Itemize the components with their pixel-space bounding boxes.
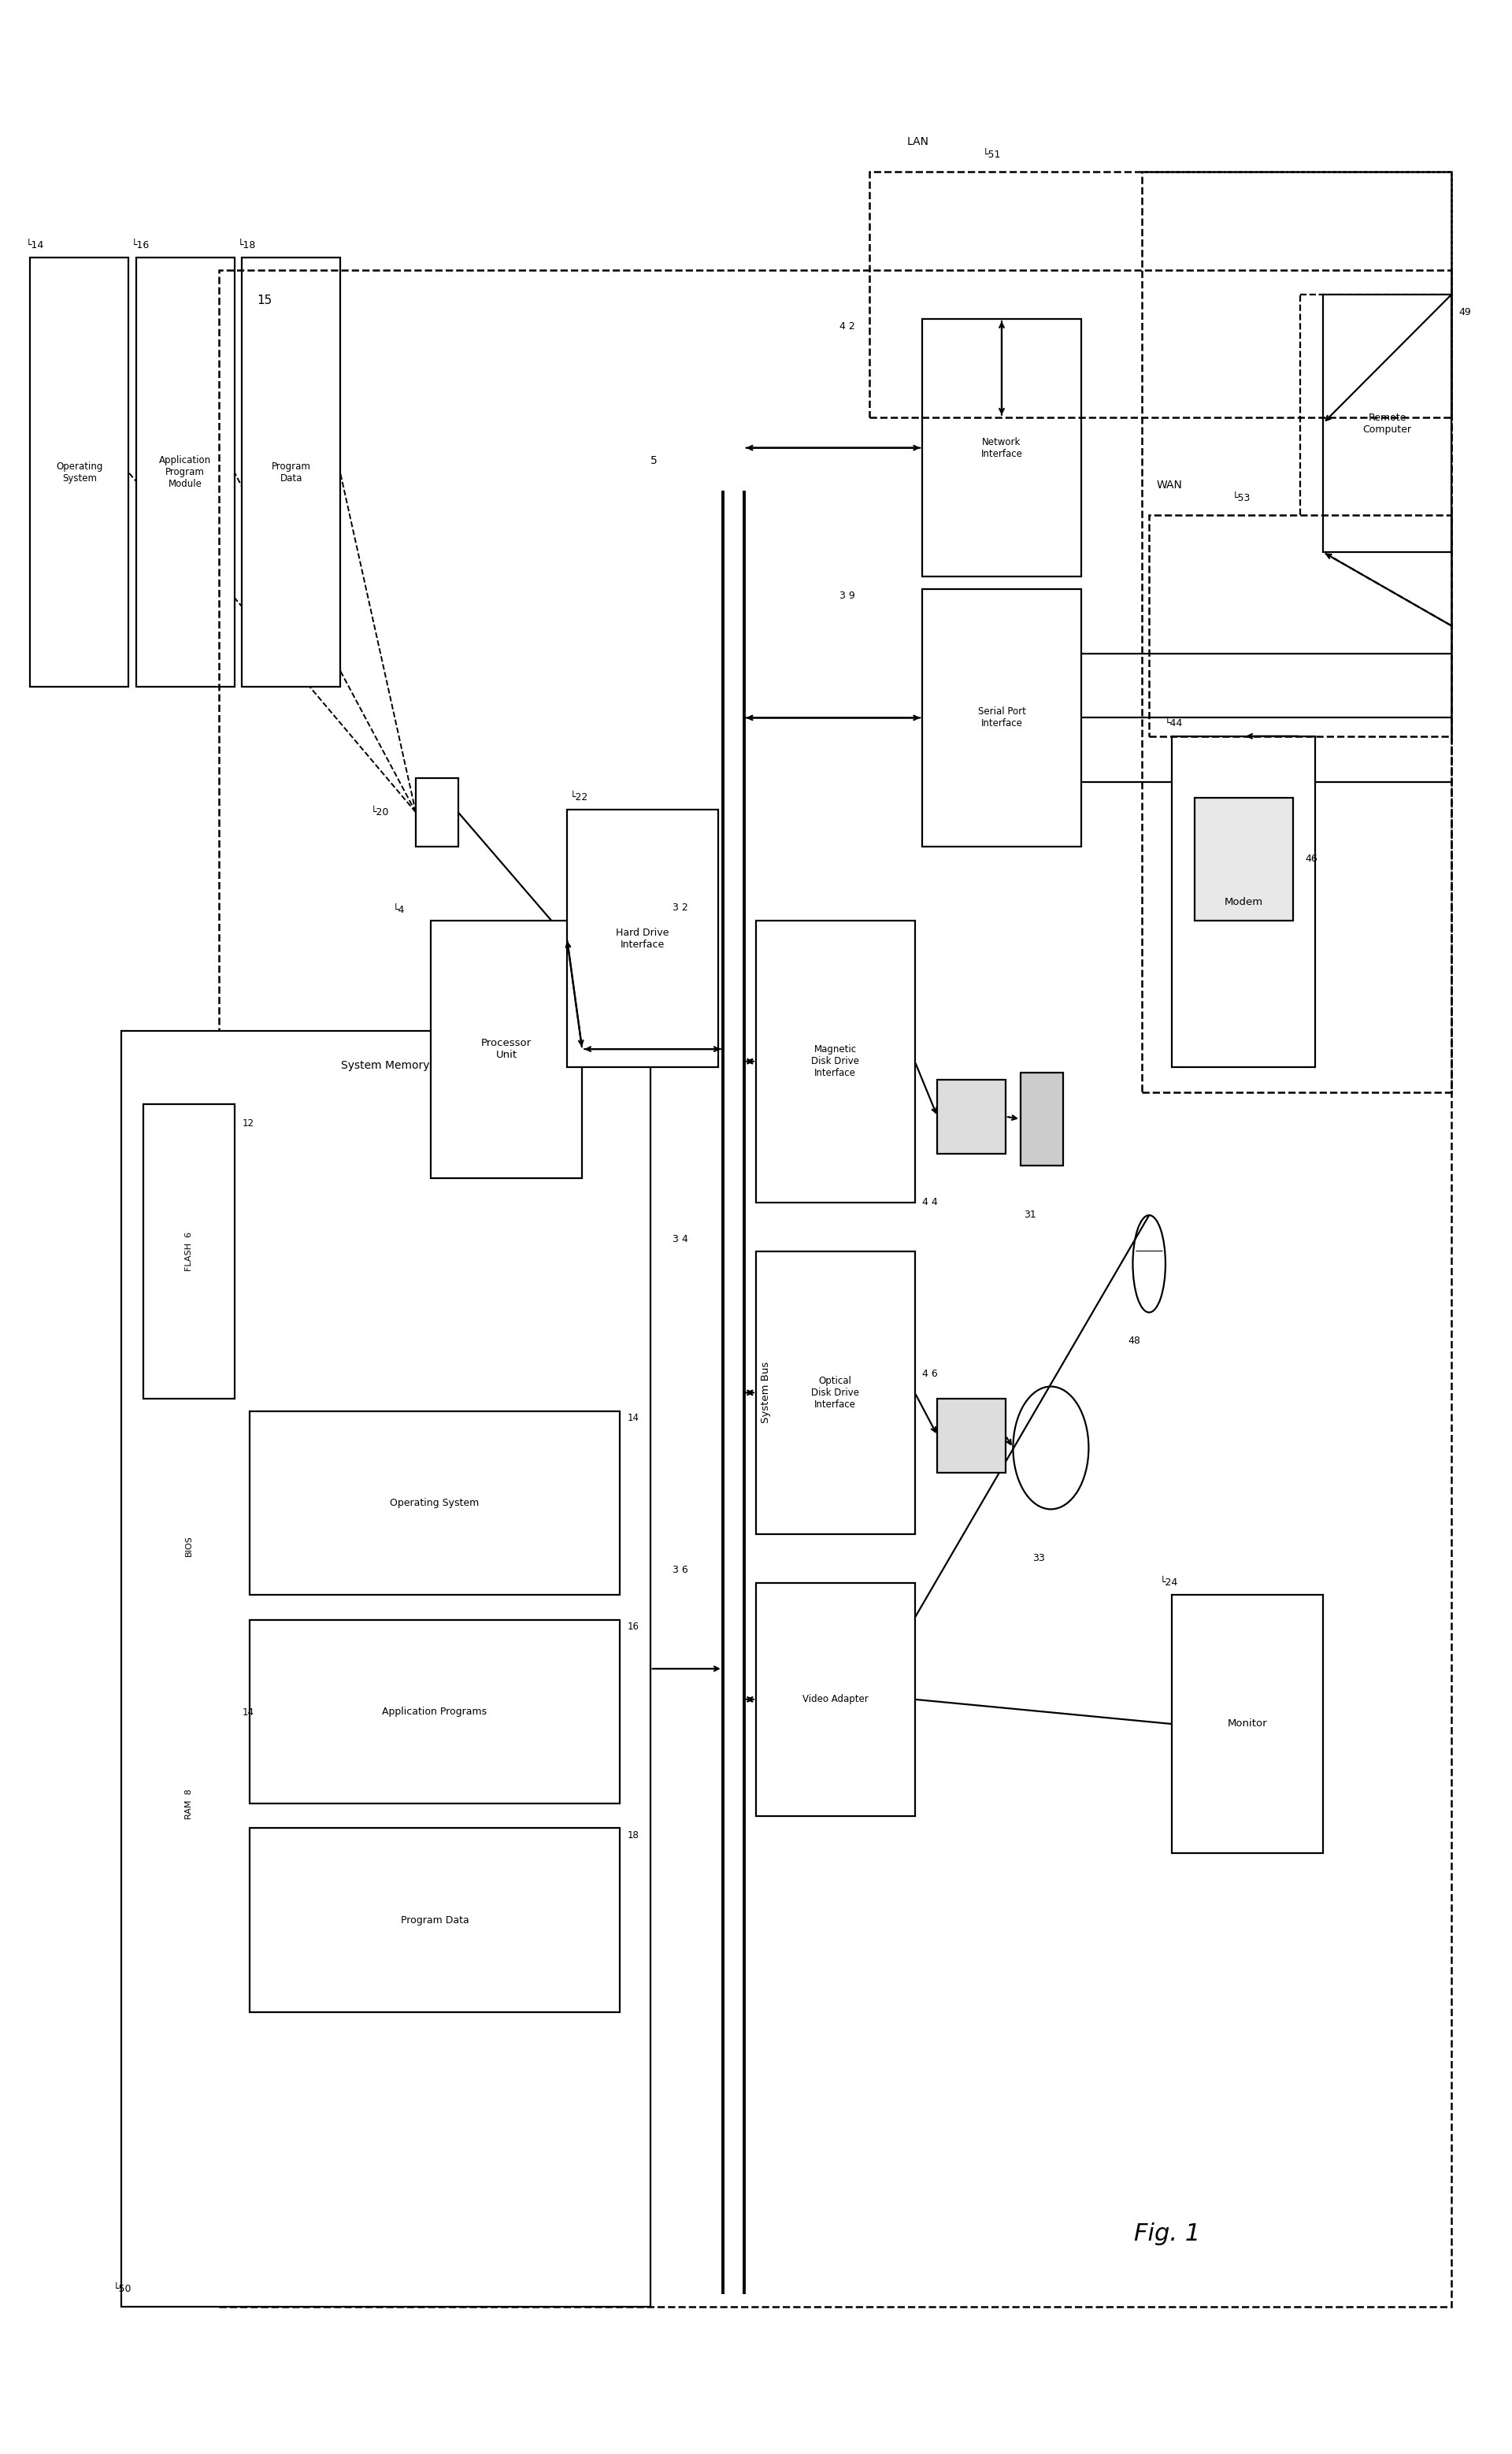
Bar [30,258,129,687]
Text: BIOS: BIOS [184,1536,194,1556]
Bar [219,270,1452,2307]
Bar [1172,736,1315,1067]
Text: Application
Program
Module: Application Program Module [159,456,212,488]
Bar [937,1399,1005,1472]
Text: Network
Interface: Network Interface [981,437,1022,459]
Text: └53: └53 [1232,493,1250,503]
Text: └50: └50 [113,2285,132,2294]
Bar [1323,294,1452,552]
Bar [1194,798,1293,920]
Text: Hard Drive
Interface: Hard Drive Interface [615,928,670,950]
Text: Program Data: Program Data [401,1914,469,1926]
Text: 14: 14 [627,1414,640,1423]
Text: └20: └20 [370,807,389,817]
Text: 3 9: 3 9 [839,591,854,601]
Text: └4: └4 [393,906,405,915]
Text: 4 4: 4 4 [922,1198,937,1207]
Bar [922,319,1081,577]
Text: └14: └14 [26,240,44,250]
Text: RAM  8: RAM 8 [184,1789,194,1818]
Text: Monitor: Monitor [1228,1718,1267,1730]
Text: └22: └22 [570,793,588,802]
Bar [922,589,1081,847]
Bar [756,1252,915,1534]
Text: Fig. 1: Fig. 1 [1134,2223,1201,2245]
Text: 3 2: 3 2 [673,903,688,913]
Text: 18: 18 [627,1831,640,1840]
Text: LAN: LAN [907,137,930,147]
Text: FLASH  6: FLASH 6 [184,1232,194,1271]
Text: └24: └24 [1160,1578,1178,1588]
Text: Processor
Unit: Processor Unit [481,1038,532,1060]
Bar [1149,515,1452,736]
Text: 14: 14 [242,1708,254,1718]
Text: 4 6: 4 6 [922,1369,937,1379]
Text: 5: 5 [650,456,658,466]
Bar [249,1828,620,2012]
Bar [756,920,915,1202]
Text: Remote
Computer: Remote Computer [1362,412,1412,434]
Text: 33: 33 [1033,1553,1045,1563]
Bar [144,1104,234,1399]
Text: Operating System: Operating System [390,1497,479,1509]
Text: 46: 46 [1305,854,1317,864]
Bar [756,1583,915,1816]
Bar [1172,1595,1323,1853]
Bar [249,1620,620,1804]
Text: 49: 49 [1459,307,1471,317]
Text: Application Programs: Application Programs [383,1706,487,1718]
Text: 12: 12 [242,1119,254,1129]
Bar [416,778,458,847]
Text: System Memory: System Memory [342,1060,429,1070]
Text: 31: 31 [1024,1210,1036,1220]
Text: 3 6: 3 6 [673,1566,688,1575]
Text: 16: 16 [627,1622,640,1632]
Bar [249,1411,620,1595]
Text: Video Adapter: Video Adapter [803,1693,868,1706]
Bar [431,920,582,1178]
Bar [869,172,1452,417]
Text: 15: 15 [257,294,272,307]
Text: └18: └18 [237,240,256,250]
Text: Operating
System: Operating System [56,461,103,483]
Text: Modem: Modem [1225,896,1263,908]
Text: 4 2: 4 2 [839,321,854,331]
Text: WAN: WAN [1157,481,1182,491]
Bar [121,1031,650,2307]
Bar [136,258,234,687]
Bar [937,1080,1005,1153]
Bar [1142,172,1452,1092]
Text: 48: 48 [1128,1335,1140,1347]
Text: └44: └44 [1164,719,1182,729]
Text: └16: └16 [132,240,150,250]
Text: 3 4: 3 4 [673,1234,688,1244]
Text: System Bus: System Bus [761,1362,771,1423]
Bar [567,810,718,1067]
Text: Optical
Disk Drive
Interface: Optical Disk Drive Interface [812,1377,859,1409]
Text: Magnetic
Disk Drive
Interface: Magnetic Disk Drive Interface [812,1045,859,1077]
Text: └51: └51 [983,150,1001,160]
Bar [242,258,340,687]
Text: Program
Data: Program Data [272,461,310,483]
Bar [1021,1072,1063,1166]
Text: Serial Port
Interface: Serial Port Interface [978,707,1025,729]
